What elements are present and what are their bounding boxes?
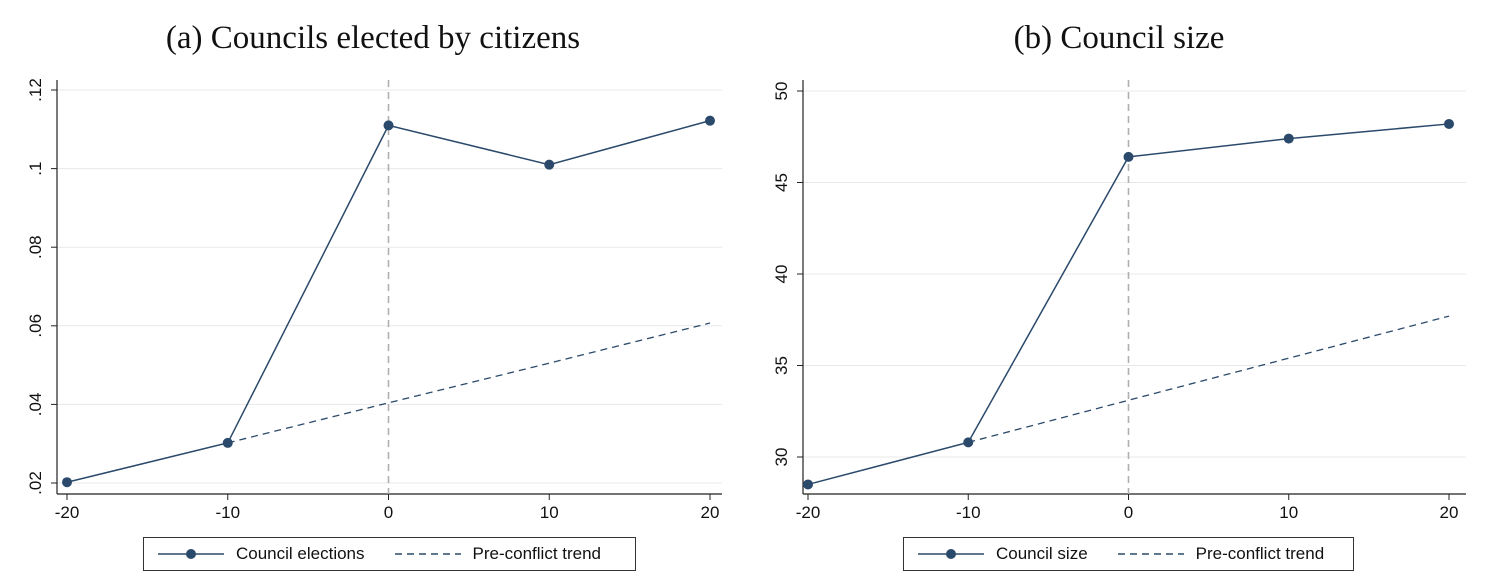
y-tick-label: 35	[772, 356, 791, 375]
y-tick-label: .1	[26, 162, 45, 176]
solid-line-marker-icon	[158, 549, 224, 559]
data-point	[803, 479, 813, 490]
dashed-line-icon	[1117, 553, 1184, 555]
legend-item-pre-conflict-trend: Pre-conflict trend	[1116, 544, 1325, 564]
legend-label-series-1: Council size	[996, 544, 1088, 563]
panel-b: (b) Council size 30 35 40 45 50 -20 -10 0 10 20 C…	[746, 0, 1492, 588]
x-tick-label: -10	[956, 503, 981, 522]
data-point	[705, 115, 715, 126]
y-tick-label: 40	[772, 265, 791, 284]
chart-a: .02 .04 .06 .08 .1 .12 -20 -10 0 10 20	[26, 78, 722, 522]
chart-b: 30 35 40 45 50 -20 -10 0 10 20	[772, 80, 1466, 522]
chart-title-b: (b) Council size	[1013, 20, 1225, 56]
x-tick-label: 0	[1124, 503, 1133, 522]
x-tick-label: 20	[1440, 503, 1459, 522]
data-point	[544, 159, 555, 170]
x-tick-label: 10	[1279, 503, 1298, 522]
y-tick-label: 30	[772, 448, 791, 467]
legend-label-series-2: Pre-conflict trend	[1195, 544, 1325, 563]
x-tick-label: -10	[215, 503, 240, 522]
y-tick-label: 45	[772, 173, 791, 192]
y-tick-label: 50	[772, 82, 791, 101]
y-tick-label: .08	[26, 235, 45, 259]
legend-label-series-2: Pre-conflict trend	[472, 544, 602, 563]
legend-item-council-size: Council size	[916, 544, 1088, 564]
x-tick-label: 0	[384, 503, 393, 522]
legend-a: Council elections Pre-conflict trend	[143, 537, 636, 571]
data-point	[1444, 118, 1454, 129]
y-tick-label: .06	[26, 314, 45, 338]
x-tick-label: -20	[55, 503, 80, 522]
series-line-pre-conflict-trend	[968, 315, 1450, 443]
legend-b: Council size Pre-conflict trend	[903, 537, 1354, 571]
x-tick-label: -20	[796, 503, 821, 522]
dashed-line-icon	[394, 553, 461, 555]
chart-title-a: (a) Councils elected by citizens	[165, 20, 581, 56]
data-point	[383, 120, 394, 131]
y-tick-label: .12	[26, 78, 45, 102]
data-point	[1123, 151, 1134, 162]
series-line-pre-conflict-trend	[227, 322, 711, 444]
x-tick-label: 20	[701, 503, 720, 522]
data-point	[62, 477, 72, 488]
panel-a: (a) Councils elected by citizens .02 .04.…	[26, 20, 722, 571]
y-tick-label: .02	[26, 471, 45, 495]
legend-label-series-1: Council elections	[236, 544, 365, 563]
x-tick-label: 10	[540, 503, 559, 522]
data-point	[1283, 133, 1294, 144]
solid-line-marker-icon	[918, 549, 984, 559]
legend-item-council-elections: Council elections	[156, 544, 365, 564]
legend-item-pre-conflict-trend: Pre-conflict trend	[393, 544, 602, 564]
y-tick-label: .04	[26, 393, 45, 417]
